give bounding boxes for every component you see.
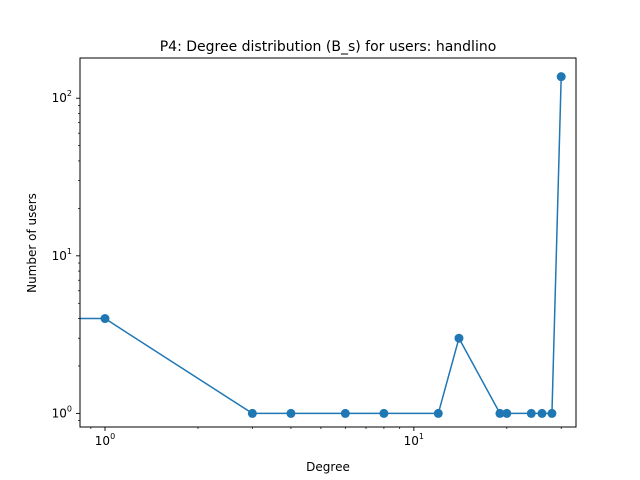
y-tick-label-base: 10 bbox=[52, 406, 67, 420]
data-point bbox=[247, 408, 257, 418]
y-tick-label-exp: 2 bbox=[67, 89, 72, 98]
x-tick-label-base: 10 bbox=[95, 434, 110, 448]
x-tick-label: 100 bbox=[95, 432, 115, 448]
data-point bbox=[379, 408, 389, 418]
y-tick-label: 102 bbox=[52, 89, 72, 105]
data-point bbox=[286, 408, 296, 418]
x-tick-label: 101 bbox=[404, 432, 424, 448]
chart-title: P4: Degree distribution (B_s) for users:… bbox=[160, 39, 497, 55]
x-tick-label-exp: 0 bbox=[110, 432, 115, 441]
data-point bbox=[454, 333, 464, 343]
x-tick-label-base: 10 bbox=[404, 434, 419, 448]
y-tick-label-base: 10 bbox=[52, 91, 67, 105]
data-point bbox=[433, 408, 443, 418]
data-point bbox=[547, 408, 557, 418]
data-point bbox=[340, 408, 350, 418]
data-point bbox=[526, 408, 536, 418]
data-point bbox=[556, 72, 566, 82]
y-axis-label: Number of users bbox=[25, 193, 39, 293]
data-point bbox=[537, 408, 547, 418]
plot-frame bbox=[79, 57, 577, 428]
x-axis-label: Degree bbox=[306, 460, 350, 474]
y-tick-label: 101 bbox=[52, 247, 72, 263]
y-tick-label-exp: 0 bbox=[67, 404, 72, 413]
y-tick-label: 100 bbox=[52, 404, 72, 420]
data-point bbox=[100, 314, 110, 324]
markers-layer bbox=[100, 72, 566, 418]
data-point bbox=[502, 408, 512, 418]
x-tick-label-exp: 1 bbox=[419, 432, 424, 441]
data-point bbox=[495, 408, 505, 418]
y-tick-label-base: 10 bbox=[52, 249, 67, 263]
y-tick-label-exp: 1 bbox=[67, 247, 72, 256]
